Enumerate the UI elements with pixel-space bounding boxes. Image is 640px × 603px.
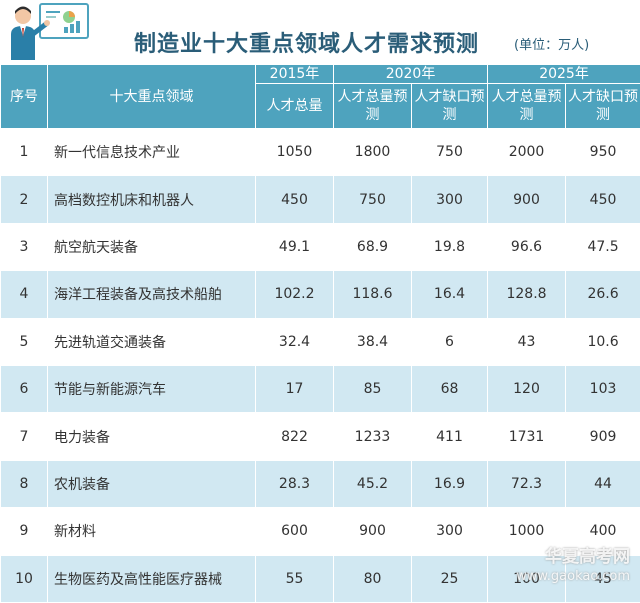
cell-domain: 先进轨道交通装备 (47, 317, 256, 366)
cell-index: 1 (0, 127, 48, 177)
table-body: 1 新一代信息技术产业 1050 1800 750 2000 950 2 高档数控机床和机器人 4… (0, 127, 640, 603)
cell-2015-total: 822 (255, 412, 334, 461)
cell-domain: 节能与新能源汽车 (47, 364, 256, 414)
cell-index: 2 (0, 175, 48, 224)
cell-2015-total: 102.2 (255, 270, 334, 319)
cell-domain: 新材料 (47, 507, 256, 556)
table-row: 5 先进轨道交通装备 32.4 38.4 6 43 10.6 (0, 317, 640, 366)
page-title: 制造业十大重点领域人才需求预测 (134, 32, 480, 57)
cell-2020-total: 68.9 (333, 222, 412, 272)
cell-2025-gap: 47.5 (565, 222, 640, 272)
header-year-2020: 2020年 (332, 64, 489, 84)
cell-index: 9 (0, 507, 48, 556)
watermark: 华夏高考网 www.gaokao.com (516, 547, 630, 587)
cell-2015-total: 55 (255, 554, 334, 603)
cell-2020-total: 38.4 (333, 317, 412, 366)
cell-2020-total: 85 (333, 364, 412, 414)
cell-domain: 航空航天装备 (47, 222, 256, 272)
cell-2020-gap: 16.9 (410, 459, 489, 509)
table-row: 7 电力装备 822 1233 411 1731 909 (0, 412, 640, 461)
cell-2015-total: 17 (255, 364, 334, 414)
cell-domain: 新一代信息技术产业 (47, 127, 256, 177)
watermark-url: www.gaokao.com (516, 569, 630, 584)
header-year-2025: 2025年 (487, 64, 640, 84)
cell-index: 4 (0, 270, 48, 319)
header-2020-total: 人才总量预测 (333, 83, 412, 129)
cell-2025-gap: 450 (565, 175, 640, 224)
table-row: 10 生物医药及高性能医疗器械 55 80 25 100 45 (0, 554, 640, 603)
cell-domain: 农机装备 (47, 459, 256, 509)
cell-2025-total: 96.6 (487, 222, 567, 272)
presenter-with-chart-icon (11, 3, 89, 60)
cell-2020-gap: 6 (410, 317, 489, 366)
cell-domain: 高档数控机床和机器人 (47, 175, 256, 224)
cell-2015-total: 28.3 (255, 459, 334, 509)
table-row: 8 农机装备 28.3 45.2 16.9 72.3 44 (0, 459, 640, 509)
cell-2020-gap: 411 (410, 412, 489, 461)
cell-2015-total: 600 (255, 507, 334, 556)
cell-2020-gap: 16.4 (410, 270, 489, 319)
table-row: 9 新材料 600 900 300 1000 400 (0, 507, 640, 556)
cell-2020-total: 900 (333, 507, 412, 556)
unit-label: (单位：万人) (514, 38, 590, 53)
header-2025-gap: 人才缺口预测 (565, 83, 640, 129)
cell-index: 6 (0, 364, 48, 414)
table-row: 4 海洋工程装备及高技术船舶 102.2 118.6 16.4 128.8 26.6 (0, 270, 640, 319)
cell-domain: 生物医药及高性能医疗器械 (47, 554, 256, 603)
cell-index: 3 (0, 222, 48, 272)
cell-index: 5 (0, 317, 48, 366)
cell-2025-total: 72.3 (487, 459, 567, 509)
cell-domain: 海洋工程装备及高技术船舶 (47, 270, 256, 319)
table-row: 1 新一代信息技术产业 1050 1800 750 2000 950 (0, 127, 640, 177)
cell-2015-total: 49.1 (255, 222, 334, 272)
cell-2020-gap: 300 (410, 175, 489, 224)
cell-2020-total: 118.6 (333, 270, 412, 319)
cell-2020-total: 45.2 (333, 459, 412, 509)
cell-2020-gap: 68 (410, 364, 489, 414)
cell-2015-total: 450 (255, 175, 334, 224)
header-year-2015: 2015年 (255, 64, 334, 84)
cell-2020-gap: 750 (410, 127, 489, 177)
header-2020-gap: 人才缺口预测 (410, 83, 489, 129)
cell-2025-gap: 26.6 (565, 270, 640, 319)
cell-2020-gap: 300 (410, 507, 489, 556)
cell-2020-total: 80 (333, 554, 412, 603)
cell-2025-total: 120 (487, 364, 567, 414)
table-row: 3 航空航天装备 49.1 68.9 19.8 96.6 47.5 (0, 222, 640, 272)
cell-index: 8 (0, 459, 48, 509)
cell-2020-gap: 19.8 (410, 222, 489, 272)
cell-2025-total: 900 (487, 175, 567, 224)
talent-demand-table: 序号 十大重点领域 2015年 2020年 2025年 人才总量 人才总量预测 … (0, 64, 640, 603)
cell-2025-gap: 45 (565, 554, 640, 603)
cell-2020-total: 1233 (333, 412, 412, 461)
cell-2025-total: 1731 (487, 412, 567, 461)
cell-2025-gap: 103 (565, 364, 640, 414)
cell-2020-gap: 25 (410, 554, 489, 603)
cell-2015-total: 32.4 (255, 317, 334, 366)
cell-2025-gap: 44 (565, 459, 640, 509)
table-row: 6 节能与新能源汽车 17 85 68 120 103 (0, 364, 640, 414)
cell-2020-total: 750 (333, 175, 412, 224)
cell-2025-gap: 400 (565, 507, 640, 556)
cell-2025-gap: 950 (565, 127, 640, 177)
cell-2025-gap: 909 (565, 412, 640, 461)
cell-2025-total: 128.8 (487, 270, 567, 319)
cell-2015-total: 1050 (255, 127, 334, 177)
cell-index: 10 (0, 554, 48, 603)
cell-domain: 电力装备 (47, 412, 256, 461)
header-2015-total: 人才总量 (255, 83, 334, 129)
cell-index: 7 (0, 412, 48, 461)
header-index: 序号 (0, 64, 48, 129)
cell-2025-total: 1000 (487, 507, 567, 556)
header-2025-total: 人才总量预测 (487, 83, 567, 129)
header: 制造业十大重点领域人才需求预测 (单位：万人) (0, 0, 640, 64)
header-domain: 十大重点领域 (47, 64, 256, 129)
cell-2025-gap: 10.6 (565, 317, 640, 366)
cell-2025-total: 100 (487, 554, 567, 603)
watermark-title: 华夏高考网 (545, 547, 630, 567)
cell-2025-total: 43 (487, 317, 567, 366)
table-row: 2 高档数控机床和机器人 450 750 300 900 450 (0, 175, 640, 224)
cell-2025-total: 2000 (487, 127, 567, 177)
cell-2020-total: 1800 (333, 127, 412, 177)
